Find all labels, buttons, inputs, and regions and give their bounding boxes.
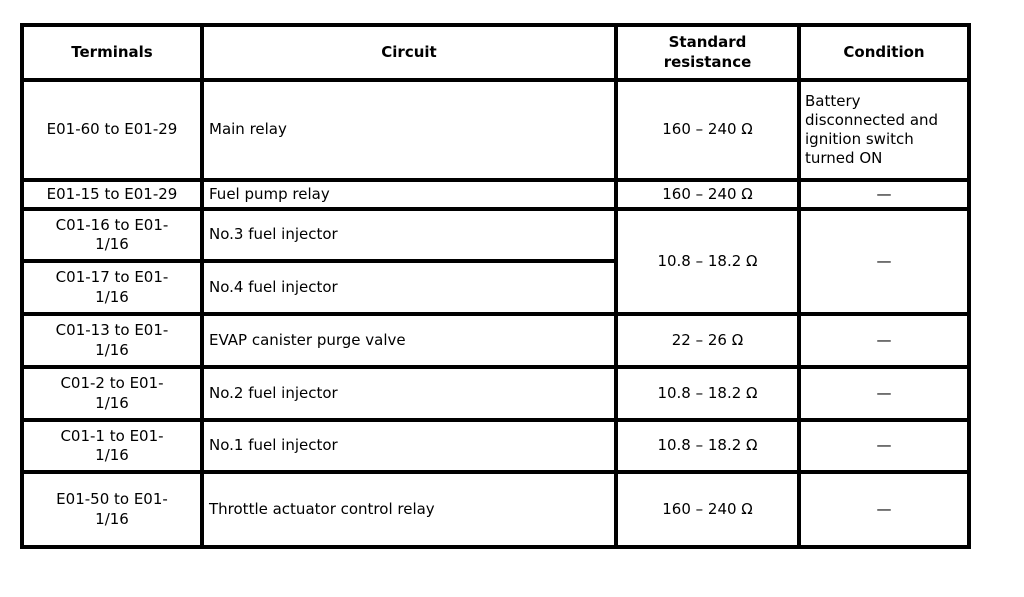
table-row: E01-60 to E01-29 Main relay 160 – 240 Ω … [20,78,971,182]
col-header-standard-resistance-label: Standard resistance [663,33,752,71]
condition-cell-merged: — [797,207,971,316]
table-row: C01-17 to E01-1/16 No.4 fuel injector [20,259,969,316]
condition-cell: — [797,365,971,422]
circuit-cell: Throttle actuator control relay [200,470,618,549]
resistance-cell: 10.8 – 18.2 Ω [614,418,801,474]
table-row: C01-2 to E01-1/16 No.2 fuel injector 10.… [20,365,971,422]
terminals-cell: C01-1 to E01-1/16 [20,418,204,474]
circuit-cell: No.3 fuel injector [200,207,618,263]
circuit-cell: Fuel pump relay [200,178,618,211]
circuit-cell: No.1 fuel injector [200,418,618,474]
terminals-cell: C01-2 to E01-1/16 [20,365,204,422]
table-row: C01-13 to E01-1/16 EVAP canister purge v… [20,312,971,369]
terminals-cell: C01-17 to E01-1/16 [20,259,204,316]
condition-cell: Battery disconnected and ignition switch… [797,78,971,182]
circuit-cell: Main relay [200,78,618,182]
col-header-standard-resistance: Standard resistance [614,23,801,82]
resistance-cell-merged: 10.8 – 18.2 Ω [614,207,801,316]
resistance-cell: 10.8 – 18.2 Ω [614,365,801,422]
col-header-condition: Condition [797,23,971,82]
terminals-cell: E01-15 to E01-29 [20,178,204,211]
circuit-cell: No.2 fuel injector [200,365,618,422]
table-row: C01-1 to E01-1/16 No.1 fuel injector 10.… [20,418,971,474]
table-row: E01-15 to E01-29 Fuel pump relay 160 – 2… [20,178,971,211]
resistance-cell: 160 – 240 Ω [614,78,801,182]
table-row: C01-16 to E01-1/16 No.3 fuel injector 10… [20,207,971,316]
resistance-cell: 160 – 240 Ω [614,178,801,211]
col-header-circuit: Circuit [200,23,618,82]
circuit-cell: No.4 fuel injector [200,259,618,316]
circuit-cell: EVAP canister purge valve [200,312,618,369]
resistance-spec-table: Terminals Circuit Standard resistance Co… [20,23,971,549]
terminals-cell: E01-50 to E01-1/16 [20,470,204,549]
terminals-cell: C01-13 to E01-1/16 [20,312,204,369]
resistance-cell: 160 – 240 Ω [614,470,801,549]
col-header-terminals: Terminals [20,23,204,82]
condition-cell: — [797,470,971,549]
condition-cell: — [797,312,971,369]
table-row: E01-50 to E01-1/16 Throttle actuator con… [20,470,971,549]
condition-cell: — [797,178,971,211]
terminals-cell: C01-16 to E01-1/16 [20,207,204,263]
terminals-cell: E01-60 to E01-29 [20,78,204,182]
condition-cell: — [797,418,971,474]
resistance-cell: 22 – 26 Ω [614,312,801,369]
header-row: Terminals Circuit Standard resistance Co… [20,23,971,82]
